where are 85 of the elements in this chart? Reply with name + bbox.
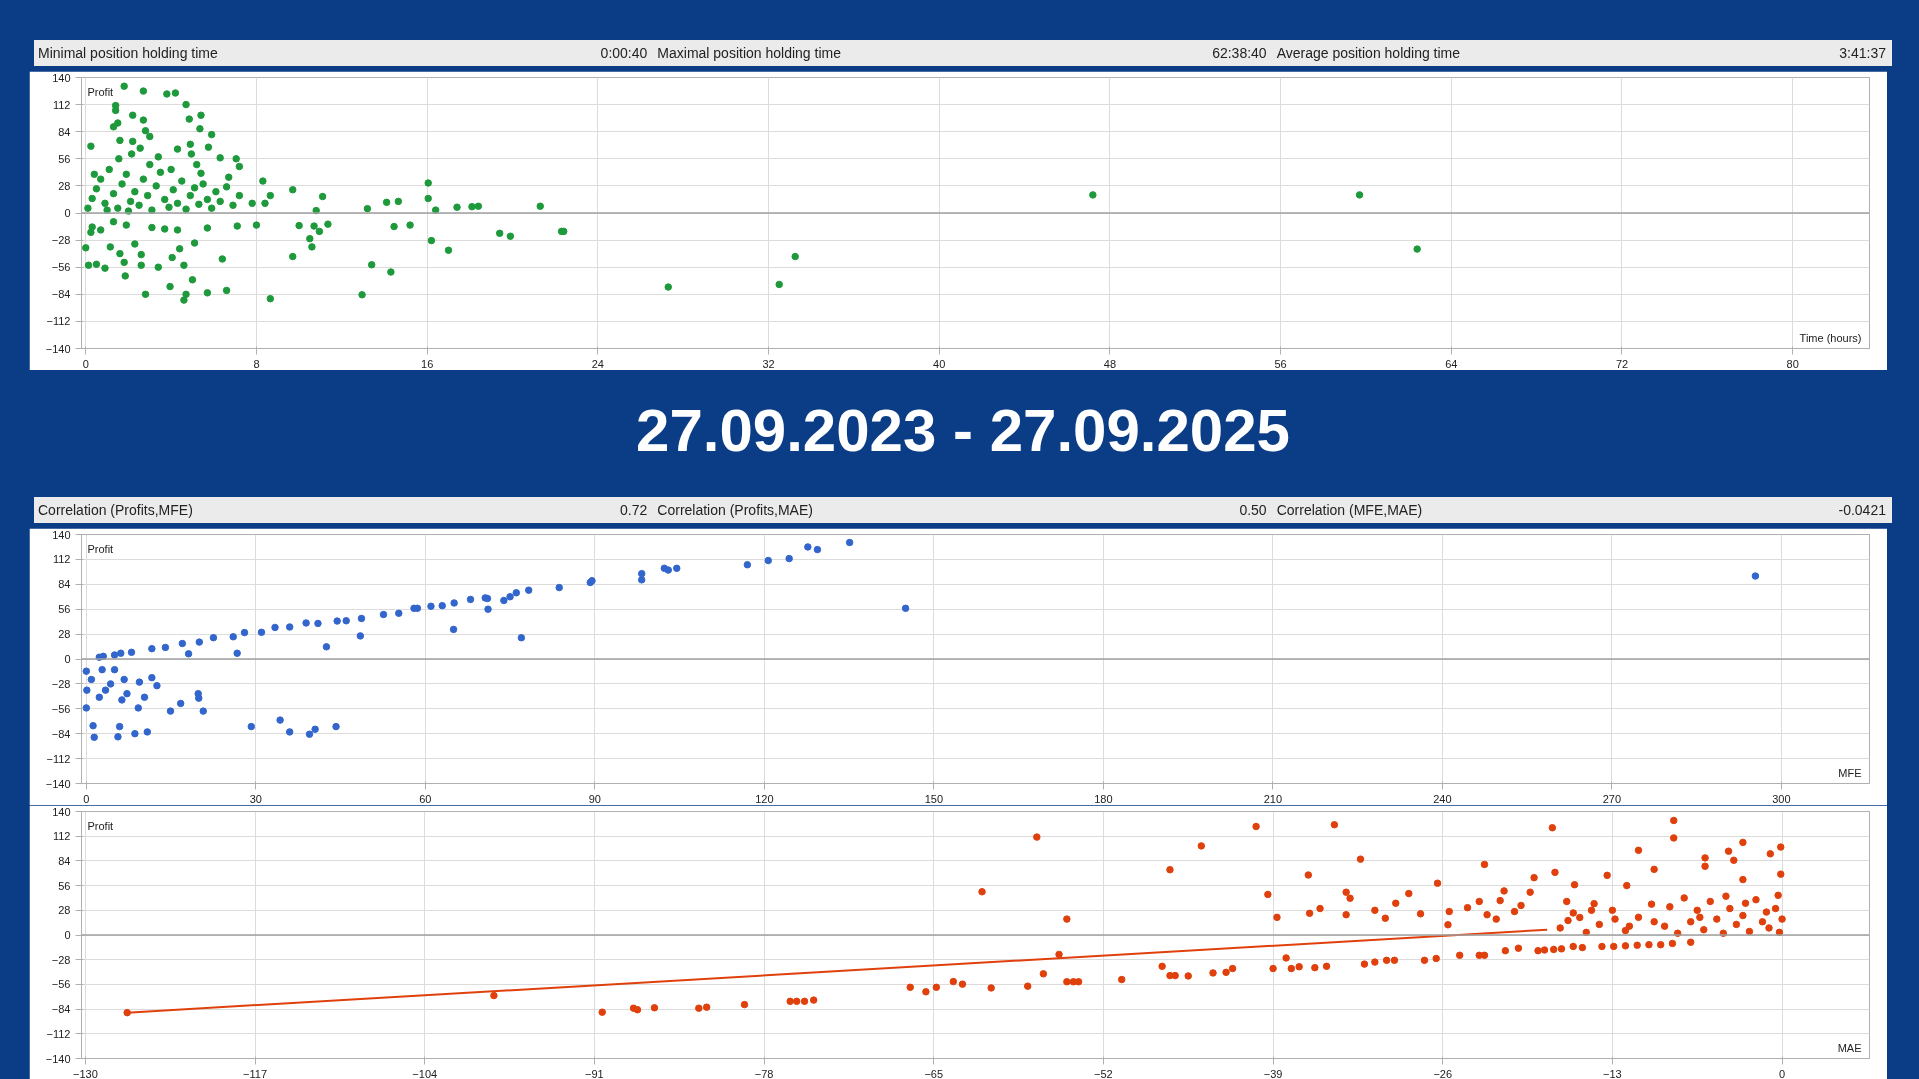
x-tick-label: 48 bbox=[1103, 357, 1117, 370]
x-tick-label: 180 bbox=[1094, 792, 1113, 805]
y-tick-label: 0 bbox=[64, 929, 71, 941]
y-axis-title: Profit bbox=[87, 85, 114, 98]
y-tick-label: 28 bbox=[58, 179, 71, 192]
y-tick-label: −56 bbox=[51, 261, 71, 274]
x-tick-label: 8 bbox=[253, 357, 260, 370]
text: 0.50 bbox=[1239, 501, 1267, 520]
y-tick-label: −140 bbox=[45, 342, 71, 355]
x-tick-label: −39 bbox=[1263, 1067, 1283, 1079]
text: 0.72 bbox=[620, 501, 648, 520]
y-axis-title: Profit bbox=[87, 542, 114, 555]
x-axis-title: MFE bbox=[1838, 766, 1862, 779]
text: Average position holding time bbox=[1276, 44, 1461, 63]
x-tick-label: 56 bbox=[1274, 357, 1287, 370]
y-tick-label: −112 bbox=[46, 315, 71, 328]
y-tick-label: 56 bbox=[58, 603, 71, 616]
text: -0.0421 bbox=[1838, 501, 1886, 520]
y-tick-label: 112 bbox=[52, 830, 71, 843]
x-tick-label: −52 bbox=[1094, 1067, 1113, 1079]
y-tick-label: 140 bbox=[52, 805, 71, 818]
x-tick-label: 16 bbox=[421, 357, 434, 370]
y-tick-label: 0 bbox=[64, 207, 71, 219]
x-axis-title: Time (hours) bbox=[1799, 331, 1862, 344]
y-tick-label: 28 bbox=[58, 628, 71, 641]
x-tick-label: −104 bbox=[412, 1067, 438, 1079]
y-tick-label: −84 bbox=[51, 727, 71, 740]
y-tick-label: 28 bbox=[58, 904, 71, 917]
x-tick-label: 64 bbox=[1445, 357, 1458, 370]
x-tick-label: 300 bbox=[1772, 792, 1791, 805]
y-tick-label: −56 bbox=[51, 978, 71, 991]
x-tick-label: −26 bbox=[1433, 1067, 1453, 1079]
text: 0:00:40 bbox=[600, 44, 648, 63]
x-tick-label: 72 bbox=[1615, 357, 1629, 370]
x-tick-label: 40 bbox=[933, 357, 946, 370]
y-tick-label: −56 bbox=[51, 702, 71, 715]
x-tick-label: −130 bbox=[73, 1067, 98, 1079]
y-tick-label: −140 bbox=[45, 777, 71, 790]
x-tick-label: 30 bbox=[249, 792, 262, 805]
x-tick-label: 210 bbox=[1263, 792, 1283, 805]
text: 3:41:37 bbox=[1839, 44, 1886, 63]
y-tick-label: 140 bbox=[52, 528, 71, 541]
y-tick-label: 112 bbox=[52, 98, 71, 111]
x-tick-label: 90 bbox=[588, 792, 601, 805]
y-tick-label: −112 bbox=[46, 752, 71, 765]
x-tick-label: −91 bbox=[585, 1067, 604, 1079]
x-tick-label: 24 bbox=[591, 357, 604, 370]
x-tick-label: 32 bbox=[762, 357, 775, 370]
y-tick-label: 112 bbox=[52, 553, 71, 566]
y-tick-label: 84 bbox=[58, 125, 71, 138]
x-tick-label: 240 bbox=[1433, 792, 1452, 805]
y-tick-label: 84 bbox=[58, 854, 71, 867]
y-tick-label: −28 bbox=[51, 677, 71, 690]
x-axis-title: MAE bbox=[1837, 1041, 1862, 1054]
text: Correlation (Profits,MAE) bbox=[657, 501, 813, 520]
x-tick-label: 0 bbox=[1779, 1067, 1786, 1079]
y-tick-label: 84 bbox=[58, 578, 71, 591]
y-tick-label: −28 bbox=[51, 234, 71, 247]
x-tick-label: −117 bbox=[243, 1067, 268, 1079]
text: Maximal position holding time bbox=[657, 44, 841, 63]
text: 27.09.2023 - 27.09.2025 bbox=[635, 396, 1291, 466]
x-tick-label: −65 bbox=[924, 1067, 944, 1079]
y-tick-label: −84 bbox=[51, 288, 71, 301]
text: Correlation (Profits,MFE) bbox=[38, 501, 193, 520]
x-tick-label: 0 bbox=[82, 357, 89, 370]
x-tick-label: 120 bbox=[755, 792, 774, 805]
x-tick-label: 150 bbox=[924, 792, 944, 805]
y-tick-label: −84 bbox=[51, 1003, 71, 1016]
x-tick-label: 0 bbox=[83, 792, 90, 805]
y-tick-label: −28 bbox=[51, 953, 71, 966]
text: Minimal position holding time bbox=[38, 44, 218, 63]
text: Correlation (MFE,MAE) bbox=[1276, 501, 1423, 520]
x-tick-label: 60 bbox=[419, 792, 432, 805]
text: 62:38:40 bbox=[1212, 44, 1267, 63]
y-tick-label: −112 bbox=[46, 1027, 71, 1040]
y-tick-label: 140 bbox=[52, 71, 71, 84]
y-axis-title: Profit bbox=[87, 819, 114, 832]
y-tick-label: −140 bbox=[45, 1052, 71, 1065]
x-tick-label: −13 bbox=[1603, 1067, 1622, 1079]
x-tick-label: 80 bbox=[1786, 357, 1799, 370]
x-tick-label: −78 bbox=[754, 1067, 774, 1079]
x-tick-label: 270 bbox=[1602, 792, 1622, 805]
y-tick-label: 0 bbox=[64, 653, 71, 665]
y-tick-label: 56 bbox=[58, 152, 71, 165]
y-tick-label: 56 bbox=[58, 879, 71, 892]
